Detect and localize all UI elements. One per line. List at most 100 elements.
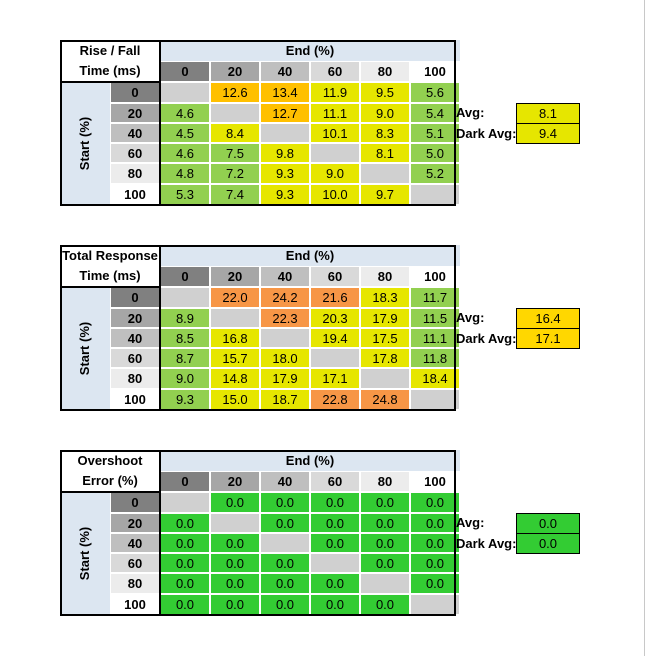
heatmap-cell: 15.7 [210,348,260,368]
end-axis-label: End (%) [160,450,460,471]
heatmap-cell: 15.0 [210,389,260,410]
heatmap-cell [260,123,310,143]
heatmap-cell: 11.9 [310,82,360,103]
column-header-60: 60 [310,471,360,492]
column-header-20: 20 [210,266,260,287]
heatmap-cell: 0.0 [260,594,310,615]
column-header-40: 40 [260,471,310,492]
heatmap-cell: 8.3 [360,123,410,143]
heatmap-cell [160,82,210,103]
heatmap-cell: 0.0 [260,513,310,533]
heatmap-cell: 17.5 [360,328,410,348]
table-title-line: Error (%) [82,473,138,488]
heatmap-cell: 17.8 [360,348,410,368]
row-header-0: 0 [110,492,160,513]
column-header-40: 40 [260,61,310,82]
heatmap-cell: 0.0 [410,573,460,594]
heatmap-cell: 4.6 [160,103,210,123]
column-header-60: 60 [310,266,360,287]
overshoot-error-table: Overshoot Error (%) End (%) 0 20 40 60 80 100 Sta… [60,450,646,630]
heatmap-cell: 14.8 [210,368,260,389]
end-axis-label: End (%) [160,40,460,61]
row-header-40: 40 [110,123,160,143]
heatmap-cell: 18.3 [360,287,410,308]
title-divider [159,245,161,411]
row-header-60: 60 [110,143,160,163]
start-divider [60,81,160,83]
heatmap-cell: 0.0 [160,513,210,533]
heatmap-cell: 24.2 [260,287,310,308]
row-header-60: 60 [110,348,160,368]
heatmap-cell: 11.5 [410,308,460,328]
heatmap-cell: 17.9 [260,368,310,389]
heatmap-cell: 5.1 [410,123,460,143]
row-header-0: 0 [110,82,160,103]
heatmap-cell: 0.0 [260,492,310,513]
dark-avg-value: 9.4 [516,123,580,144]
heatmap-cell [160,287,210,308]
heatmap-cell: 9.3 [260,163,310,184]
heatmap-cell: 0.0 [160,573,210,594]
heatmap-cell: 22.8 [310,389,360,410]
heatmap-cell [210,103,260,123]
heatmap-cell: 0.0 [210,492,260,513]
start-axis-label: Start (%) [60,82,110,205]
heatmap-cell: 9.8 [260,143,310,163]
heatmap-cell [310,143,360,163]
heatmap-cell: 9.0 [160,368,210,389]
heatmap-cell: 9.3 [160,389,210,410]
row-header-40: 40 [110,533,160,553]
row-header-20: 20 [110,103,160,123]
table-title: Overshoot Error (%) [60,450,160,492]
column-header-100: 100 [410,471,460,492]
dark-avg-label: Dark Avg: [456,331,517,346]
heatmap-cell: 0.0 [410,513,460,533]
heatmap-cell [210,513,260,533]
heatmap-cell: 8.5 [160,328,210,348]
heatmap-cell [410,184,460,205]
dark-avg-value: 17.1 [516,328,580,349]
column-header-60: 60 [310,61,360,82]
heatmap-cell [210,308,260,328]
heatmap-cell: 0.0 [360,594,410,615]
avg-value: 0.0 [516,513,580,534]
heatmap-cell: 7.4 [210,184,260,205]
heatmap-cell: 11.8 [410,348,460,368]
table-title: Rise / Fall Time (ms) [60,40,160,82]
row-header-60: 60 [110,553,160,573]
heatmap-cell [410,594,460,615]
heatmap-cell: 5.6 [410,82,460,103]
avg-label: Avg: [456,310,485,325]
column-header-100: 100 [410,61,460,82]
heatmap-cell: 18.0 [260,348,310,368]
column-header-80: 80 [360,266,410,287]
heatmap-cell: 18.4 [410,368,460,389]
column-header-40: 40 [260,266,310,287]
heatmap-cell [260,533,310,553]
heatmap-cell: 21.6 [310,287,360,308]
heatmap-cell: 5.0 [410,143,460,163]
heatmap-cell: 4.6 [160,143,210,163]
heatmap-cell: 0.0 [310,594,360,615]
start-axis-label-wrap: Start (%) [60,287,110,410]
heatmap-cell: 4.5 [160,123,210,143]
heatmap-cell: 0.0 [160,553,210,573]
heatmap-cell: 18.7 [260,389,310,410]
start-axis-label-wrap: Start (%) [60,492,110,615]
dark-avg-label: Dark Avg: [456,126,517,141]
heatmap-cell [360,573,410,594]
row-header-0: 0 [110,287,160,308]
heatmap-cell: 0.0 [160,594,210,615]
heatmap-cell [260,328,310,348]
heatmap-cell: 9.0 [310,163,360,184]
row-header-100: 100 [110,594,160,615]
heatmap-cell: 11.1 [310,103,360,123]
heatmap-cell: 12.7 [260,103,310,123]
heatmap-cell: 0.0 [310,573,360,594]
heatmap-cell: 22.3 [260,308,310,328]
heatmap-cell: 0.0 [160,533,210,553]
dark-avg-value: 0.0 [516,533,580,554]
row-header-40: 40 [110,328,160,348]
heatmap-cell: 0.0 [360,492,410,513]
column-header-0: 0 [160,266,210,287]
